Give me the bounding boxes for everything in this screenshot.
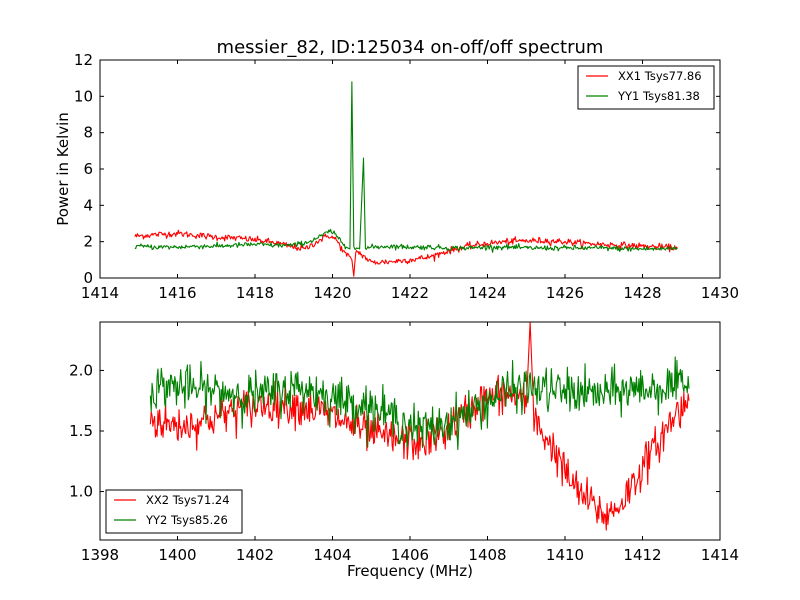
y-tick-label: 0 [83, 269, 93, 287]
x-tick-label: 1408 [468, 546, 506, 564]
x-tick-label: 1414 [701, 546, 739, 564]
y-axis-label: Power in Kelvin [54, 112, 72, 226]
x-tick-label: 1402 [236, 546, 274, 564]
y-tick-label: 6 [83, 160, 93, 178]
x-tick-label: 1430 [701, 284, 739, 302]
x-tick-label: 1416 [158, 284, 196, 302]
legend: XX1 Tsys77.86 YY1 Tsys81.38 [577, 65, 715, 110]
y-tick-label: 8 [83, 124, 93, 142]
y-tick-label: 10 [74, 87, 93, 105]
legend-box [577, 65, 715, 110]
legend-box [105, 489, 243, 534]
x-tick-label: 1420 [313, 284, 351, 302]
x-tick-label: 1410 [546, 546, 584, 564]
bottom-spectrum-panel: 1398 1400 1402 1404 1406 1408 1410 1412 1414 1.0 1… [69, 321, 739, 564]
series-line-xx2 [149, 322, 690, 531]
x-axis-label: Frequency (MHz) [347, 562, 473, 580]
x-tick-label: 1422 [391, 284, 429, 302]
y-tick-label: 1.5 [69, 422, 93, 440]
legend: XX2 Tsys71.24 YY2 Tsys85.26 [105, 489, 243, 534]
legend-entry: YY1 Tsys81.38 [617, 89, 700, 103]
legend-entry: YY2 Tsys85.26 [145, 513, 228, 527]
x-tick-label: 1414 [81, 284, 119, 302]
legend-entry: XX2 Tsys71.24 [146, 493, 230, 507]
x-tick-label: 1406 [391, 546, 429, 564]
x-tick-label: 1400 [158, 546, 196, 564]
y-tick-label: 1.0 [69, 483, 93, 501]
series-line-yy2 [149, 356, 690, 451]
series-line-yy1 [134, 81, 678, 253]
chart-title: messier_82, ID:125034 on-off/off spectru… [217, 37, 604, 58]
legend-entry: XX1 Tsys77.86 [618, 69, 702, 83]
x-tick-label: 1398 [81, 546, 119, 564]
x-tick-label: 1412 [623, 546, 661, 564]
x-tick-label: 1428 [623, 284, 661, 302]
series-line-xx1 [134, 229, 678, 277]
x-tick-label: 1404 [313, 546, 351, 564]
y-tick-label: 12 [74, 51, 93, 69]
y-tick-label: 4 [83, 196, 93, 214]
plot-area [149, 322, 690, 531]
x-tick-label: 1426 [546, 284, 584, 302]
x-tick-label: 1424 [468, 284, 506, 302]
plot-area [134, 81, 678, 277]
top-spectrum-panel: 1414 1416 1418 1420 1422 1424 1426 1428 1430 0 2 4 6… [74, 51, 739, 302]
x-tick-label: 1418 [236, 284, 274, 302]
y-tick-label: 2 [83, 233, 93, 251]
y-tick-label: 2.0 [69, 361, 93, 379]
